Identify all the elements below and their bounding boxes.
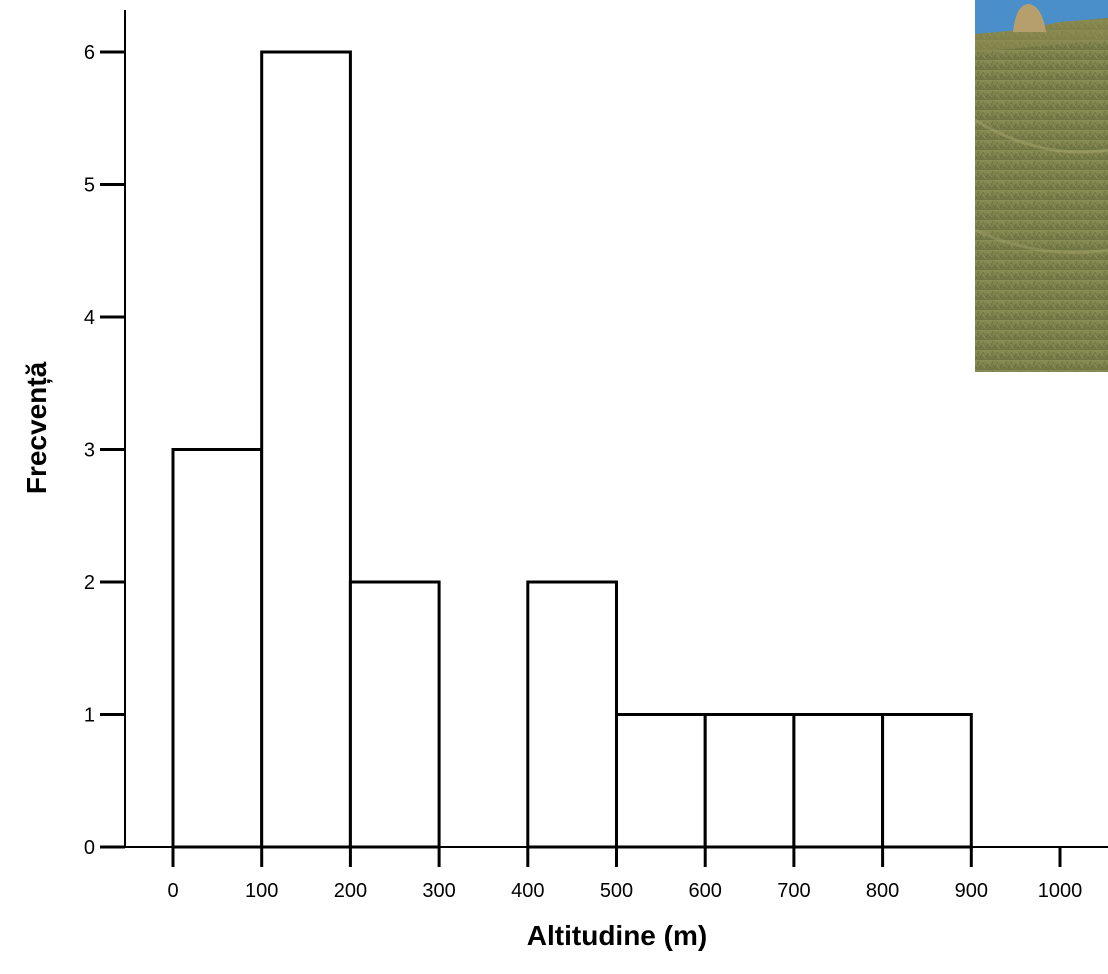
x-tick-label: 300 bbox=[422, 880, 455, 902]
x-tick-label: 100 bbox=[245, 880, 278, 902]
y-tick-label: 0 bbox=[84, 837, 95, 859]
y-tick-label: 6 bbox=[84, 42, 95, 64]
histogram-bar bbox=[615, 713, 707, 849]
x-tick-label: 700 bbox=[777, 880, 810, 902]
y-tick-label: 4 bbox=[84, 307, 95, 329]
histogram-bar bbox=[703, 713, 796, 849]
histogram-bar bbox=[526, 580, 618, 849]
x-tick-label: 600 bbox=[689, 880, 722, 902]
x-tick-label: 1000 bbox=[1038, 880, 1083, 902]
histogram-bar bbox=[881, 713, 973, 849]
x-axis-title: Altitudine (m) bbox=[527, 920, 707, 951]
y-tick-label: 3 bbox=[84, 440, 95, 462]
histogram-bar bbox=[792, 713, 885, 849]
x-tick-label: 400 bbox=[511, 880, 544, 902]
y-tick-label: 5 bbox=[84, 175, 95, 197]
grassy-hillside-photo bbox=[974, 0, 1108, 372]
x-tick-label: 200 bbox=[334, 880, 367, 902]
y-tick-label: 1 bbox=[84, 705, 95, 727]
x-tick-label: 900 bbox=[955, 880, 988, 902]
x-tick-label: 500 bbox=[600, 880, 633, 902]
y-tick-label: 2 bbox=[84, 572, 95, 594]
y-axis-title: Frecvență bbox=[21, 361, 52, 494]
histogram-bar bbox=[348, 580, 441, 849]
haystack-icon bbox=[1013, 4, 1046, 32]
histogram-bar bbox=[260, 50, 352, 849]
histogram-bar bbox=[171, 448, 264, 849]
x-tick-label: 0 bbox=[167, 880, 178, 902]
x-tick-label: 800 bbox=[866, 880, 899, 902]
